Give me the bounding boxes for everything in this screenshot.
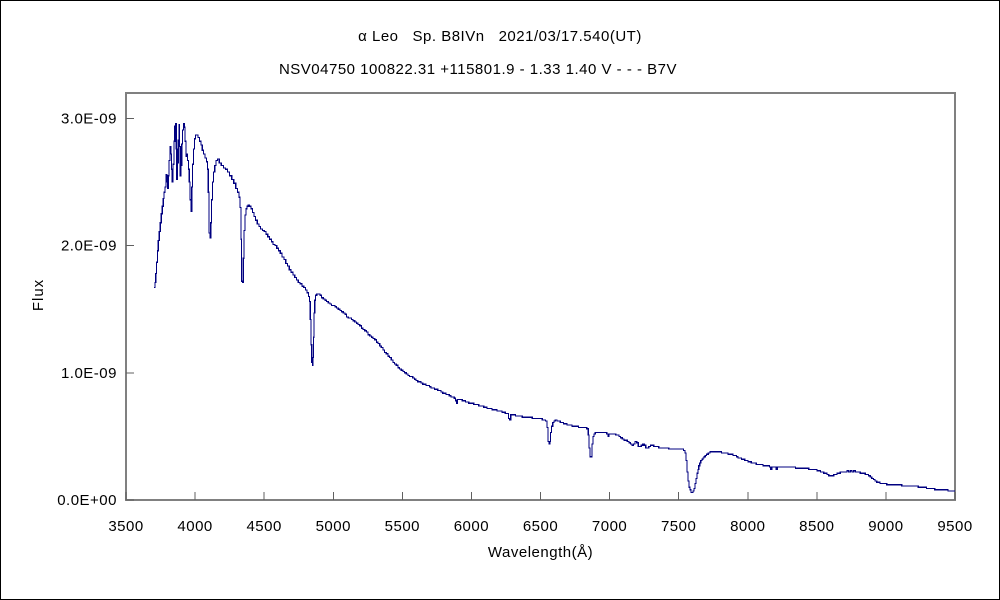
chart-title: α Leo Sp. B8IVn 2021/03/17.540(UT) — [358, 28, 642, 45]
x-tick-label-8000: 8000 — [730, 518, 765, 535]
y-tick-label-0.0E+00: 0.0E+00 — [57, 492, 117, 509]
spectrum-line-alpha-Leo-spectrum — [154, 122, 955, 493]
y-tick-label-3.0E-09: 3.0E-09 — [61, 110, 117, 127]
x-tick-label-9500: 9500 — [937, 518, 972, 535]
x-tick-label-5500: 5500 — [385, 518, 420, 535]
x-tick-label-5000: 5000 — [316, 518, 351, 535]
plot-frame — [125, 92, 956, 501]
x-tick-label-9000: 9000 — [868, 518, 903, 535]
y-axis-label: Flux — [30, 278, 47, 312]
chart-subtitle: NSV04750 100822.31 +115801.9 - 1.33 1.40… — [278, 61, 678, 78]
x-tick-label-6000: 6000 — [454, 518, 489, 535]
x-tick-label-7500: 7500 — [661, 518, 696, 535]
x-tick-label-4500: 4500 — [246, 518, 281, 535]
x-tick-label-6500: 6500 — [523, 518, 558, 535]
x-tick-label-4000: 4000 — [177, 518, 212, 535]
x-tick-label-3500: 3500 — [108, 518, 143, 535]
x-tick-label-8500: 8500 — [799, 518, 834, 535]
y-tick-label-2.0E-09: 2.0E-09 — [61, 238, 117, 255]
x-axis-label: Wavelength(Å) — [487, 544, 594, 561]
x-tick-label-7000: 7000 — [592, 518, 627, 535]
y-tick-label-1.0E-09: 1.0E-09 — [61, 365, 117, 382]
